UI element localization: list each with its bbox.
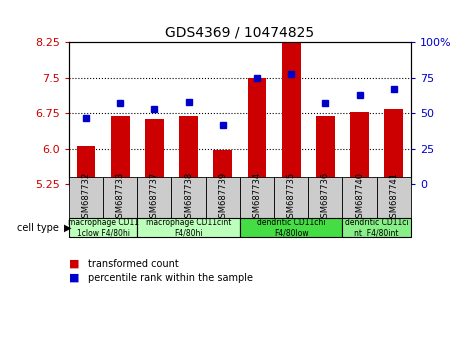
- Bar: [111, 116, 130, 184]
- Text: GSM687734: GSM687734: [253, 172, 261, 223]
- Bar: [171, 177, 206, 218]
- Bar: [213, 150, 232, 184]
- Text: GSM687741: GSM687741: [390, 172, 398, 223]
- Bar: [206, 177, 240, 218]
- Text: GSM687736: GSM687736: [321, 172, 330, 223]
- Bar: [240, 218, 342, 237]
- Bar: [103, 177, 137, 218]
- Text: ■: ■: [69, 273, 79, 283]
- Text: macrophage CD11
1clow F4/80hi: macrophage CD11 1clow F4/80hi: [67, 218, 139, 237]
- Text: ■: ■: [69, 259, 79, 269]
- Text: GSM687740: GSM687740: [355, 172, 364, 223]
- Bar: [137, 177, 171, 218]
- Text: ▶: ▶: [64, 223, 72, 233]
- Text: GSM687733: GSM687733: [116, 172, 124, 223]
- Text: macrophage CD11cint
F4/80hi: macrophage CD11cint F4/80hi: [146, 218, 231, 237]
- Bar: [308, 177, 342, 218]
- Text: GSM687732: GSM687732: [82, 172, 90, 223]
- Bar: [69, 177, 103, 218]
- Bar: [384, 109, 403, 184]
- Bar: [179, 116, 198, 184]
- Text: dendritic CD11chi
F4/80low: dendritic CD11chi F4/80low: [257, 218, 325, 237]
- Text: transformed count: transformed count: [88, 259, 179, 269]
- Text: percentile rank within the sample: percentile rank within the sample: [88, 273, 253, 283]
- Bar: [342, 177, 377, 218]
- Bar: [76, 146, 95, 184]
- Bar: [145, 119, 164, 184]
- Text: cell type: cell type: [18, 223, 59, 233]
- Text: GSM687737: GSM687737: [150, 172, 159, 223]
- Bar: [342, 218, 411, 237]
- Bar: [247, 78, 266, 184]
- Text: dendritic CD11ci
nt  F4/80int: dendritic CD11ci nt F4/80int: [345, 218, 408, 237]
- Bar: [282, 35, 301, 184]
- Bar: [377, 177, 411, 218]
- Text: GSM687739: GSM687739: [218, 172, 227, 223]
- Bar: [240, 177, 274, 218]
- Bar: [137, 218, 240, 237]
- Bar: [350, 112, 369, 184]
- Text: GSM687735: GSM687735: [287, 172, 295, 223]
- Title: GDS4369 / 10474825: GDS4369 / 10474825: [165, 26, 314, 40]
- Bar: [274, 177, 308, 218]
- Bar: [69, 218, 137, 237]
- Text: GSM687738: GSM687738: [184, 172, 193, 223]
- Bar: [316, 116, 335, 184]
